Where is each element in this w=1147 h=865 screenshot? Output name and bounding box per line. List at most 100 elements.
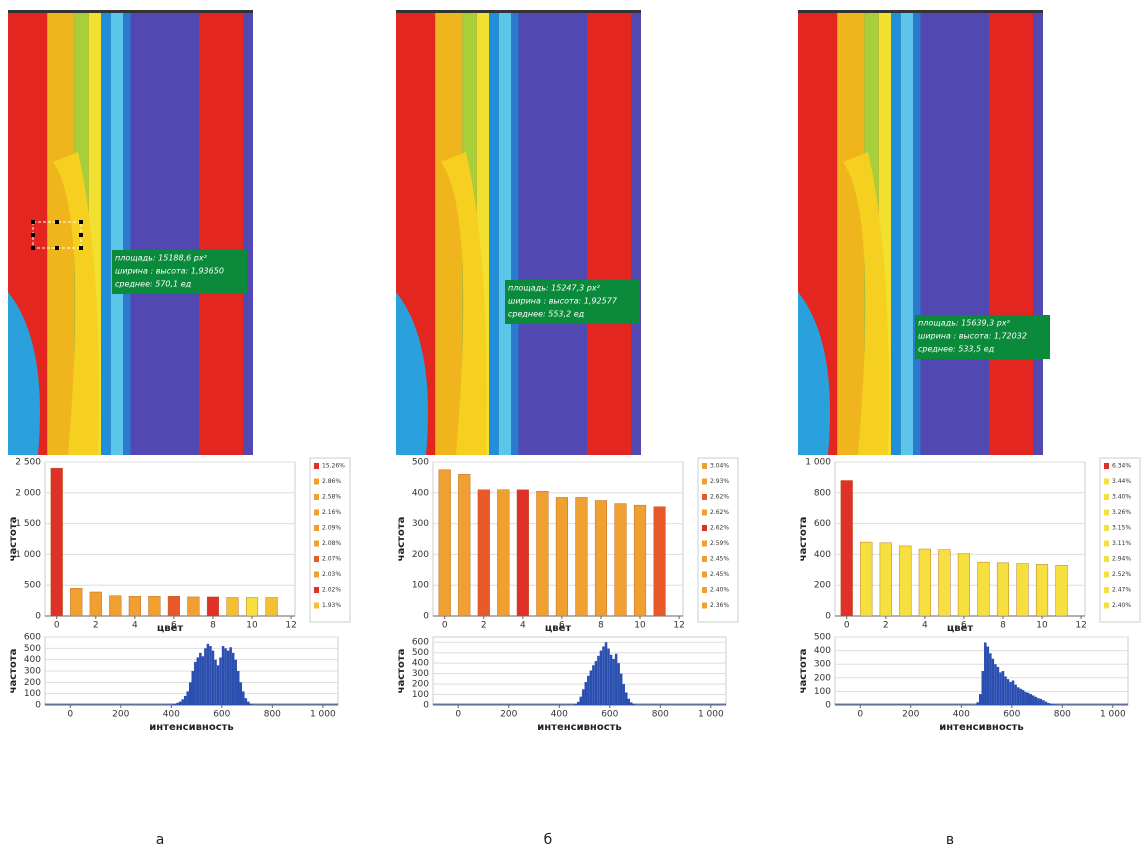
histogram-bar bbox=[981, 671, 985, 705]
thermal-band bbox=[489, 12, 499, 455]
x-tick-label: 8 bbox=[210, 621, 216, 631]
histogram-bar bbox=[201, 656, 205, 705]
histogram-bar bbox=[1044, 701, 1048, 705]
bar bbox=[516, 489, 529, 617]
bar bbox=[633, 504, 647, 617]
x-tick-label: 10 bbox=[246, 621, 258, 631]
histogram-bar bbox=[630, 702, 633, 705]
histogram-bar bbox=[219, 657, 222, 705]
bar bbox=[1016, 563, 1029, 617]
bar bbox=[575, 497, 588, 617]
legend-label: 2.94% bbox=[1112, 556, 1131, 563]
y-axis-label: частота bbox=[396, 517, 407, 562]
legend-swatch bbox=[1104, 478, 1109, 485]
histogram-bar bbox=[214, 659, 217, 705]
histogram-bar bbox=[584, 681, 588, 705]
x-tick-label: 400 bbox=[163, 710, 180, 720]
x-tick-label: 0 bbox=[844, 621, 850, 631]
legend-swatch bbox=[1104, 571, 1109, 578]
annotation-text: площадь: 15247,3 px² bbox=[508, 284, 601, 293]
y-tick-label: 200 bbox=[814, 673, 831, 683]
bar bbox=[1035, 564, 1049, 617]
histogram-bar bbox=[624, 692, 628, 705]
x-axis-label: цвет bbox=[545, 623, 572, 634]
thermal-band bbox=[199, 12, 244, 455]
thermal-region bbox=[8, 292, 40, 455]
bar bbox=[128, 596, 141, 617]
annotation-text: среднее: 553,2 ед bbox=[508, 310, 585, 319]
x-tick-label: 2 bbox=[481, 621, 487, 631]
x-tick-label: 0 bbox=[442, 621, 448, 631]
histogram-bar bbox=[579, 696, 583, 705]
x-tick-label: 6 bbox=[171, 621, 177, 631]
legend-swatch bbox=[702, 571, 707, 578]
x-tick-label: 2 bbox=[93, 621, 99, 631]
y-tick-label: 200 bbox=[412, 680, 429, 690]
legend-swatch bbox=[1104, 463, 1109, 469]
legend-swatch bbox=[702, 478, 707, 485]
y-tick-label: 0 bbox=[825, 612, 831, 622]
thermal-band bbox=[110, 12, 124, 455]
histogram-bar bbox=[1014, 684, 1017, 705]
panel-caption: а bbox=[156, 832, 165, 848]
legend-label: 2.58% bbox=[322, 494, 341, 501]
histogram-bar bbox=[1052, 704, 1055, 705]
legend-label: 2.45% bbox=[710, 556, 729, 563]
histogram-bar bbox=[1042, 700, 1045, 705]
legend-label: 1.93% bbox=[322, 602, 341, 609]
y-tick-label: 1 000 bbox=[15, 550, 41, 560]
x-tick-label: 200 bbox=[500, 710, 517, 720]
bar bbox=[148, 596, 161, 617]
y-tick-label: 500 bbox=[412, 648, 429, 658]
thermal-image: площадь: 15247,3 px² ширина : высота: 1,9… bbox=[396, 10, 868, 455]
legend-label: 2.93% bbox=[710, 478, 729, 485]
bar bbox=[477, 489, 490, 617]
thermal-band bbox=[435, 12, 463, 455]
histogram-bar bbox=[1016, 687, 1020, 705]
bar bbox=[977, 561, 990, 617]
histogram-bar bbox=[614, 653, 618, 705]
legend-swatch bbox=[702, 602, 707, 609]
thermal-band bbox=[123, 12, 131, 455]
y-tick-label: 100 bbox=[412, 690, 429, 700]
legend-swatch bbox=[1104, 556, 1109, 562]
thermal-band bbox=[518, 12, 588, 455]
thermal-region bbox=[843, 152, 889, 455]
histogram-bar bbox=[1019, 688, 1022, 705]
selection-handle bbox=[31, 233, 35, 237]
histogram-bar bbox=[994, 664, 997, 705]
histogram-bar bbox=[602, 646, 605, 705]
legend-label: 2.16% bbox=[322, 509, 341, 516]
histogram-bar bbox=[194, 661, 197, 705]
thermal-band bbox=[587, 12, 632, 455]
y-tick-label: 200 bbox=[814, 581, 831, 591]
x-tick-label: 800 bbox=[652, 710, 669, 720]
legend-swatch bbox=[1104, 587, 1109, 593]
annotation-text: среднее: 533,5 ед bbox=[918, 345, 995, 354]
x-tick-label: 10 bbox=[1036, 621, 1048, 631]
histogram-bar bbox=[239, 682, 243, 705]
histogram-bar bbox=[199, 652, 202, 705]
annotation-text: среднее: 570,1 ед bbox=[115, 280, 192, 289]
legend-label: 2.45% bbox=[710, 571, 729, 578]
legend-swatch bbox=[702, 494, 707, 500]
legend-label: 2.36% bbox=[710, 602, 729, 609]
histogram-bar bbox=[1037, 698, 1040, 705]
histogram-bar bbox=[991, 658, 995, 705]
selection-handle bbox=[79, 246, 83, 250]
histogram-bar bbox=[1029, 694, 1033, 705]
y-axis-label: частота bbox=[798, 649, 809, 694]
legend-swatch bbox=[314, 525, 319, 531]
legend-swatch bbox=[702, 509, 707, 516]
thermal-image: площадь: 15188,6 px² ширина : высота: 1,9… bbox=[8, 10, 253, 455]
annotation-text: площадь: 15639,3 px² bbox=[918, 319, 1011, 328]
legend-label: 2.62% bbox=[710, 525, 729, 532]
bar bbox=[957, 553, 970, 617]
legend-swatch bbox=[314, 463, 319, 469]
y-tick-label: 400 bbox=[412, 659, 429, 669]
histogram-bar bbox=[211, 650, 215, 705]
bar bbox=[89, 591, 102, 617]
x-tick-label: 1 000 bbox=[698, 710, 724, 720]
x-tick-label: 600 bbox=[601, 710, 618, 720]
histogram-bar bbox=[627, 698, 631, 705]
